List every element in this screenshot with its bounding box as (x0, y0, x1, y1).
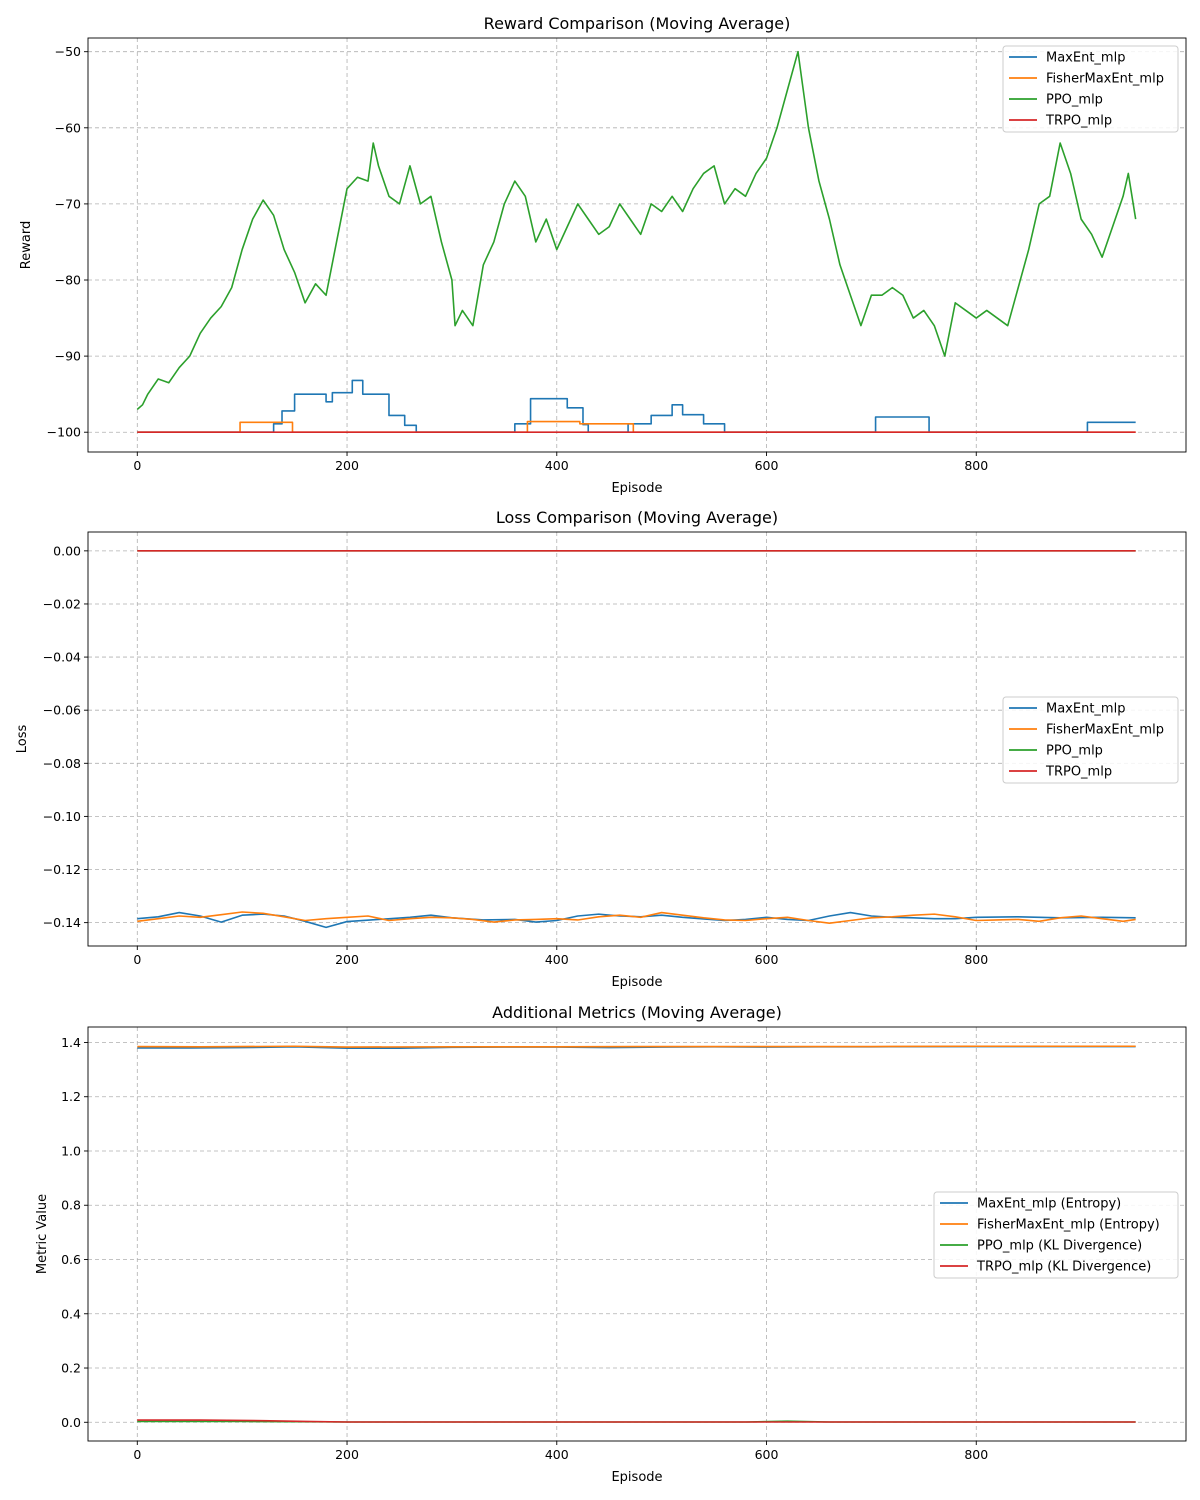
y-tick-label: 0.6 (61, 1252, 81, 1267)
legend-label: FisherMaxEnt_mlp (Entropy) (977, 1218, 1160, 1233)
y-tick-label: −0.02 (43, 596, 81, 611)
x-tick-label: 0 (133, 1447, 141, 1462)
legend-label: MaxEnt_mlp (Entropy) (977, 1197, 1121, 1212)
x-tick-label: 400 (545, 1447, 569, 1462)
y-tick-label: −0.14 (43, 915, 81, 930)
x-tick-label: 600 (755, 458, 779, 473)
x-tick-label: 600 (755, 952, 779, 967)
y-tick-label: 0.2 (61, 1361, 81, 1376)
series-line-trpo-mlp-kl-divergence (137, 1419, 1136, 1423)
legend-label: FisherMaxEnt_mlp (1046, 72, 1164, 87)
x-tick-label: 0 (133, 952, 141, 967)
x-tick-label: 800 (964, 458, 988, 473)
x-tick-label: 800 (964, 1447, 988, 1462)
y-tick-label: 1.2 (61, 1089, 81, 1104)
y-tick-label: 1.4 (61, 1035, 81, 1050)
x-tick-label: 600 (755, 1447, 779, 1462)
series-group (137, 550, 1136, 929)
y-tick-label: −50 (55, 44, 81, 59)
chart-2: 0 200 400 600 800 0.00 −0.02 −0.04 −0.06 −0.08 −0.… (15, 508, 1187, 990)
chart-1: 0 200 400 600 800 −100 −90 −80 −70 −60 −50 Reward C… (19, 14, 1187, 496)
y-tick-label: −60 (55, 120, 81, 135)
series-line-ppo-mlp (136, 50, 1137, 410)
series-group (136, 50, 1137, 434)
legend-label: PPO_mlp (1046, 744, 1103, 759)
chart-title: Additional Metrics (Moving Average) (492, 1003, 782, 1022)
y-tick-label: −0.08 (43, 756, 81, 771)
y-tick-label: −0.04 (43, 650, 81, 665)
legend-label: TRPO_mlp (1045, 114, 1112, 129)
x-tick-label: 200 (335, 458, 359, 473)
chart-title: Reward Comparison (Moving Average) (484, 14, 791, 33)
legend-label: FisherMaxEnt_mlp (1046, 723, 1164, 738)
legend-label: TRPO_mlp (1045, 765, 1112, 780)
series-line-fishermaxent-mlp (137, 420, 1136, 434)
y-tick-label: 0.4 (61, 1306, 81, 1321)
legend: MaxEnt_mlp FisherMaxEnt_mlp PPO_mlp TRPO_ml… (1002, 45, 1179, 133)
x-axis-label: Episode (611, 1470, 662, 1485)
legend-label: MaxEnt_mlp (1046, 51, 1125, 66)
legend-label: TRPO_mlp (KL Divergence) (976, 1260, 1151, 1275)
y-tick-label: −100 (47, 425, 81, 440)
axes-frame (87, 531, 1187, 947)
x-tick-label: 200 (335, 952, 359, 967)
legend-box (1002, 45, 1179, 133)
x-axis-label: Episode (611, 975, 662, 990)
x-tick-label: 200 (335, 1447, 359, 1462)
x-tick-label: 0 (133, 458, 141, 473)
series-line-fishermaxent-mlp-entropy (137, 1045, 1136, 1048)
chart-3: 0 200 400 600 800 0.0 0.2 0.4 0.6 0.8 1.0 1.2 1.4 Add… (35, 1003, 1187, 1485)
y-tick-label: −70 (55, 196, 81, 211)
y-tick-label: −0.12 (43, 862, 81, 877)
y-axis-label: Metric Value (35, 1194, 50, 1274)
axes-frame (87, 37, 1187, 453)
legend-box (1002, 696, 1179, 784)
legend-box (933, 1191, 1179, 1279)
series-group (137, 1045, 1136, 1423)
legend: MaxEnt_mlp FisherMaxEnt_mlp PPO_mlp TRPO_ml… (1002, 696, 1179, 784)
axes-frame (87, 1026, 1187, 1442)
y-tick-label: −80 (55, 273, 81, 288)
chart-title: Loss Comparison (Moving Average) (496, 508, 778, 527)
y-tick-label: −0.06 (43, 703, 81, 718)
y-axis-label: Reward (19, 221, 34, 269)
y-tick-label: 0.8 (61, 1198, 81, 1213)
y-tick-label: 0.0 (61, 1415, 81, 1430)
x-tick-label: 400 (545, 952, 569, 967)
legend-label: MaxEnt_mlp (1046, 702, 1125, 717)
x-tick-label: 800 (964, 952, 988, 967)
legend-label: PPO_mlp (KL Divergence) (977, 1239, 1142, 1254)
legend: MaxEnt_mlp (Entropy) FisherMaxEnt_mlp (En… (933, 1191, 1179, 1279)
series-line-fishermaxent-mlp (137, 911, 1136, 924)
legend-label: PPO_mlp (1046, 93, 1103, 108)
y-axis-label: Loss (15, 725, 30, 754)
y-tick-label: 0.00 (53, 543, 81, 558)
series-line-maxent-mlp (137, 379, 1136, 434)
x-axis-label: Episode (611, 481, 662, 496)
x-tick-label: 400 (545, 458, 569, 473)
y-tick-label: 1.0 (61, 1143, 81, 1158)
y-tick-label: −90 (55, 349, 81, 364)
y-tick-label: −0.10 (43, 809, 81, 824)
